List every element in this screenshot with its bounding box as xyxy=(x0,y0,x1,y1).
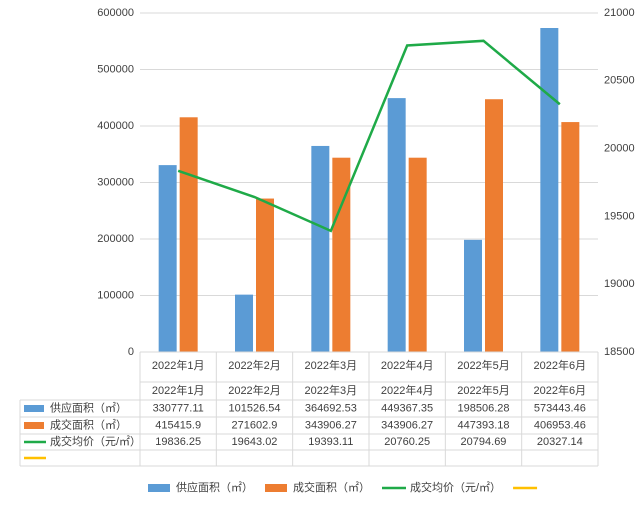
bar xyxy=(387,98,406,352)
table-cell: 19643.02 xyxy=(232,436,278,448)
bar xyxy=(179,117,198,353)
x-tick-label: 2022年1月 xyxy=(152,358,205,372)
table-cell: 343906.27 xyxy=(305,419,357,431)
y2-tick-label: 20000 xyxy=(604,143,635,155)
bar xyxy=(158,165,177,352)
x-tick-label: 2022年4月 xyxy=(381,358,434,372)
y-tick-label: 300000 xyxy=(97,176,134,188)
table-cell: 343906.27 xyxy=(381,419,433,431)
y-tick-label: 0 xyxy=(128,346,134,358)
x-tick-label: 2022年3月 xyxy=(305,358,358,372)
y-tick-label: 600000 xyxy=(97,7,134,19)
y2-tick-label: 19500 xyxy=(604,210,635,222)
legend-label: 供应面积（㎡） xyxy=(176,480,253,494)
bar xyxy=(332,157,351,352)
table-cell: 406953.46 xyxy=(534,419,586,431)
table-cell: 198506.28 xyxy=(458,402,510,414)
table-cell: 101526.54 xyxy=(229,402,281,414)
bar xyxy=(408,157,427,352)
table-header: 2022年3月 xyxy=(305,383,358,397)
y-tick-label: 400000 xyxy=(97,120,134,132)
x-tick-label: 2022年6月 xyxy=(534,358,587,372)
y-tick-label: 100000 xyxy=(97,289,134,301)
bar xyxy=(540,28,559,352)
table-row-label: 成交面积（㎡） xyxy=(50,417,127,431)
x-tick-label: 2022年2月 xyxy=(228,358,281,372)
y-tick-label: 500000 xyxy=(97,63,134,75)
x-tick-label: 2022年5月 xyxy=(457,358,510,372)
table-cell: 330777.11 xyxy=(153,402,204,414)
bar xyxy=(464,239,482,352)
table-cell: 19393.11 xyxy=(308,436,353,448)
legend-label: 成交面积（㎡） xyxy=(293,480,370,494)
table-cell: 573443.46 xyxy=(534,402,586,414)
bar xyxy=(256,198,274,352)
table-header: 2022年6月 xyxy=(534,383,587,397)
table-cell: 364692.53 xyxy=(305,402,357,414)
bar xyxy=(235,294,253,352)
table-cell: 449367.35 xyxy=(381,402,433,414)
table-cell: 415415.9 xyxy=(155,419,201,431)
table-header: 2022年2月 xyxy=(228,383,281,397)
y2-tick-label: 19000 xyxy=(604,278,635,290)
line xyxy=(177,39,561,233)
table-cell: 20794.69 xyxy=(461,436,507,448)
table-cell: 447393.18 xyxy=(458,419,510,431)
legend-key xyxy=(148,484,170,492)
y2-tick-label: 21000 xyxy=(604,7,635,19)
bar xyxy=(561,122,580,353)
legend-key xyxy=(265,484,287,492)
table-row-label: 供应面积（㎡） xyxy=(50,400,127,414)
table-row-label: 成交均价（元/㎡） xyxy=(50,434,141,448)
legend-label: 成交均价（元/㎡） xyxy=(410,480,501,494)
y-tick-label: 200000 xyxy=(97,233,134,245)
table-key xyxy=(24,422,44,429)
bar xyxy=(311,145,330,352)
table-cell: 20327.14 xyxy=(537,436,583,448)
table-header: 2022年5月 xyxy=(457,383,510,397)
table-header: 2022年1月 xyxy=(152,383,205,397)
table-cell: 271602.9 xyxy=(232,419,278,431)
table-cell: 19836.25 xyxy=(155,436,201,448)
table-cell: 20760.25 xyxy=(384,436,430,448)
y2-tick-label: 18500 xyxy=(604,346,635,358)
table-header: 2022年4月 xyxy=(381,383,434,397)
y2-tick-label: 20500 xyxy=(604,75,635,87)
bar xyxy=(485,99,503,352)
table-key xyxy=(24,405,44,412)
